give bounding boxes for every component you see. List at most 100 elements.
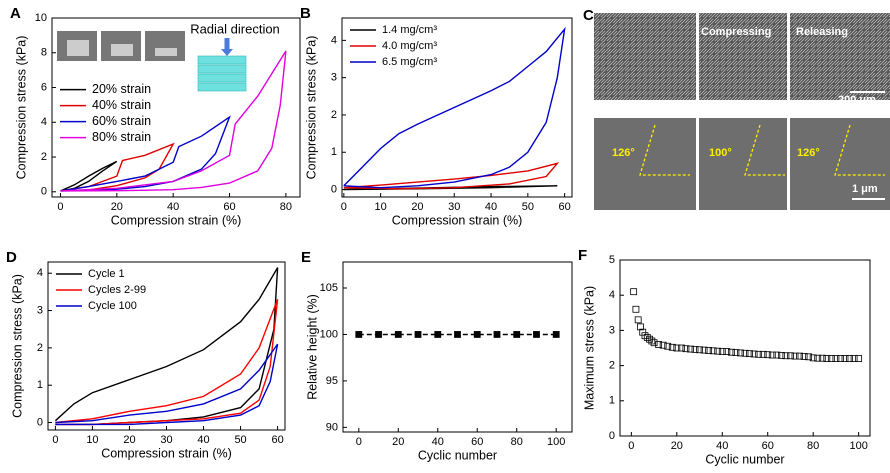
marker (634, 316, 642, 324)
marker (414, 331, 422, 338)
x-tick-label: 0 (341, 201, 347, 213)
x-tick-label: 80 (280, 201, 292, 213)
inset-sample (155, 48, 177, 56)
legend-label: 20% strain (92, 82, 151, 96)
legend-label: Cycle 100 (88, 300, 137, 312)
plot-frame (342, 261, 573, 433)
marker (646, 335, 653, 343)
legend-label: Cycles 2-99 (88, 284, 146, 296)
x-axis-label: Compression strain (%) (111, 213, 242, 227)
y-tick-label: 90 (326, 421, 338, 433)
x-axis-label: Compression strain (%) (101, 446, 232, 460)
y-axis-label: Maximum stress (kPa) (582, 286, 596, 410)
series-line (60, 142, 175, 192)
marker (355, 331, 363, 338)
x-tick-label: 0 (52, 434, 58, 446)
legend-label: 60% strain (92, 114, 151, 128)
series-line (60, 50, 287, 192)
x-tick-label: 40 (167, 201, 179, 213)
marker (764, 351, 772, 359)
y-tick-label: 10 (35, 12, 47, 24)
marker (637, 323, 644, 331)
legend-label: 6.5 mg/cm³ (382, 56, 437, 68)
marker (682, 345, 690, 353)
marker (800, 353, 808, 360)
marker (632, 305, 640, 313)
x-tick-label: 10 (86, 434, 98, 446)
y-axis-label: Compression stress (kPa) (304, 36, 318, 180)
marker (630, 288, 638, 296)
x-tick-label: 40 (197, 434, 209, 446)
marker (705, 347, 713, 354)
marker (668, 343, 676, 351)
marker (809, 354, 817, 362)
series-line (55, 343, 279, 426)
x-tick-label: 60 (271, 434, 283, 446)
marker (846, 355, 853, 362)
x-tick-label: 40 (716, 440, 728, 452)
label: Releasing (796, 26, 848, 38)
marker (533, 331, 540, 338)
marker (777, 351, 785, 359)
marker (687, 345, 694, 353)
scale-bar-label: 200 μm (838, 94, 876, 106)
x-tick-label: 30 (160, 434, 172, 446)
x-axis-label: Compression strain (%) (392, 213, 523, 227)
marker (714, 347, 722, 355)
marker (850, 355, 858, 362)
marker (696, 346, 703, 354)
x-tick-label: 100 (547, 436, 565, 448)
marker (493, 331, 501, 338)
y-tick-label: 2 (331, 109, 337, 121)
y-tick-label: 1 (609, 395, 615, 407)
arrow-head (221, 49, 233, 56)
marker (787, 352, 794, 360)
y-tick-label: 6 (41, 81, 47, 93)
scale-bar-label: 1 μm (852, 183, 878, 195)
annotation: Radial direction (190, 21, 280, 36)
y-tick-label: 1 (331, 146, 337, 158)
marker (814, 354, 822, 362)
marker (552, 331, 560, 338)
series-line (60, 115, 231, 192)
y-tick-label: 4 (609, 289, 615, 301)
x-axis-label: Cyclic number (705, 452, 784, 466)
marker (827, 355, 835, 362)
legend-label: 4.0 mg/cm³ (382, 40, 437, 52)
inset-sample (111, 44, 133, 56)
y-tick-label: 2 (41, 151, 47, 163)
marker (741, 349, 749, 357)
legend-label: Cycle 1 (88, 268, 125, 280)
plot-frame (47, 261, 286, 431)
marker (746, 350, 753, 358)
x-axis-label: Cyclic number (418, 448, 497, 462)
sem-image (790, 13, 890, 100)
inset-sample (67, 40, 89, 56)
sem-image (594, 118, 696, 210)
marker (755, 350, 763, 358)
series-line (60, 160, 118, 192)
y-tick-label: 4 (41, 116, 47, 128)
marker (655, 341, 663, 348)
x-tick-label: 60 (471, 436, 483, 448)
series-line (343, 26, 566, 189)
legend-label: 80% strain (92, 130, 151, 144)
x-tick-label: 30 (448, 201, 460, 213)
plot-frame (619, 259, 871, 437)
y-tick-label: 2 (609, 360, 615, 372)
y-tick-label: 95 (326, 375, 338, 387)
panel-letter: E (301, 249, 311, 266)
marker (394, 331, 402, 338)
marker (805, 353, 813, 361)
x-tick-label: 0 (628, 440, 634, 452)
x-tick-label: 100 (849, 440, 867, 452)
marker (759, 350, 767, 358)
label: Compressing (701, 26, 771, 38)
x-tick-label: 20 (392, 436, 404, 448)
panel-letter: F (578, 247, 587, 264)
marker (718, 348, 726, 355)
angle-guide (744, 124, 785, 176)
plot-frame (341, 17, 573, 198)
marker (773, 351, 781, 359)
